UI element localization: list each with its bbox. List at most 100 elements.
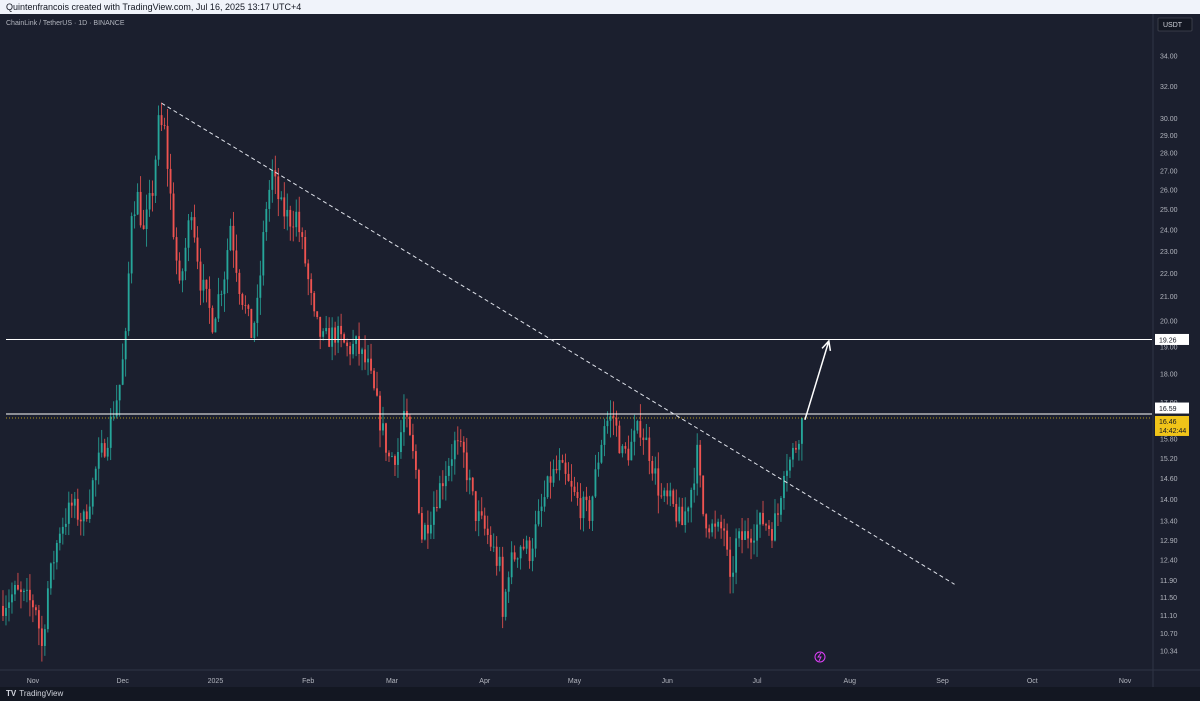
candle-body-up [226, 250, 229, 280]
candle-body-up [145, 209, 148, 230]
candle-body-down [729, 549, 732, 577]
candle-body-up [516, 558, 519, 560]
candle-body-up [46, 588, 49, 630]
candle-body-down [411, 434, 414, 452]
candle-body-down [298, 211, 301, 233]
candle-body-down [681, 506, 684, 526]
candle-body-up [453, 440, 456, 460]
candle-body-down [343, 334, 346, 343]
candle-body-down [639, 421, 642, 438]
candle-body-down [720, 521, 723, 529]
candle-body-up [534, 524, 537, 549]
y-tick-label: 11.10 [1160, 613, 1177, 620]
candle-body-down [777, 513, 779, 515]
chart-area[interactable]: 34.00 32.00 30.00 29.00 28.00 27.00 26.00 25.00… [0, 14, 1200, 687]
candle-body-down [474, 491, 477, 522]
support-price-badge: 16.59 [1159, 406, 1177, 413]
candle-body-down [328, 328, 331, 347]
candle-body-up [133, 214, 136, 217]
x-tick-label: Dec [116, 678, 129, 685]
candle-body-down [166, 125, 169, 169]
candle-body-down [576, 492, 579, 499]
candle-body-down [555, 468, 558, 471]
price-axis-panel [1153, 14, 1200, 687]
candle-body-down [660, 495, 663, 497]
candle-body-up [82, 511, 85, 522]
candle-body-down [178, 260, 181, 281]
x-tick-label: May [568, 678, 582, 685]
y-tick-label: 15.20 [1160, 456, 1178, 463]
candle-body-down [471, 477, 474, 492]
candle-body-down [480, 511, 483, 516]
candle-body-up [630, 441, 633, 461]
candle-body-up [154, 159, 157, 196]
candle-body-up [361, 349, 363, 354]
candle-body-up [429, 524, 432, 534]
candle-body-up [5, 607, 7, 616]
candle-body-up [322, 331, 325, 337]
candle-body-down [379, 395, 381, 431]
candle-body-up [543, 497, 546, 507]
candle-body-down [627, 448, 630, 461]
candle-body-down [175, 237, 178, 261]
candle-body-up [382, 423, 384, 431]
candle-body-up [717, 521, 720, 527]
candle-body-down [615, 417, 618, 426]
candle-body-up [118, 384, 121, 401]
y-tick-label: 14.00 [1160, 497, 1178, 504]
candle-body-down [420, 513, 423, 540]
candle-body-up [510, 552, 513, 578]
candle-body-up [127, 273, 130, 332]
creator-bar: Quintenfrancois created with TradingView… [0, 0, 1200, 14]
candle-body-up [744, 531, 746, 540]
candle-body-down [196, 237, 199, 262]
support-price-badge-bg [1155, 402, 1189, 414]
candle-body-down [771, 529, 773, 541]
candle-body-down [17, 584, 19, 590]
candle-body-down [31, 600, 34, 608]
candle-body-up [492, 546, 495, 548]
candle-body-down [376, 388, 378, 396]
candle-body-up [756, 524, 758, 541]
candle-body-down [385, 423, 387, 453]
resistance-price-badge-bg [1155, 333, 1189, 345]
tradingview-logo[interactable]: TV TradingView [6, 689, 63, 698]
candle-body-up [253, 322, 256, 338]
candle-body-down [301, 232, 304, 237]
x-tick-label: Jul [753, 678, 762, 685]
y-tick-label: 10.34 [1160, 648, 1178, 655]
y-tick-label: 14.60 [1160, 476, 1178, 483]
candle-body-up [157, 115, 160, 160]
candle-body-up [400, 432, 402, 453]
candle-body-up [477, 511, 480, 522]
candle-body-up [432, 506, 435, 525]
candle-body-up [552, 468, 555, 483]
y-tick-label: 19.00 [1160, 344, 1178, 351]
price-chart[interactable]: 34.00 32.00 30.00 29.00 28.00 27.00 26.00 25.00… [0, 14, 1200, 687]
projection-arrow-shaft [804, 340, 830, 421]
candle-body-down [741, 531, 743, 540]
x-tick-label: Mar [386, 678, 399, 685]
candle-body-up [100, 443, 103, 453]
candle-body-up [732, 572, 735, 577]
candle-body-up [774, 513, 776, 541]
candle-body-down [618, 425, 621, 454]
candle-body-up [106, 447, 109, 457]
candle-body-down [250, 308, 253, 338]
y-tick-label: 23.00 [1160, 249, 1178, 256]
candle-body-up [325, 328, 328, 332]
x-tick-label: Nov [1119, 678, 1132, 685]
candle-body-up [735, 538, 738, 573]
candle-body-up [256, 297, 259, 323]
candle-body-down [702, 475, 705, 515]
candle-body-up [783, 475, 785, 499]
candle-body-down [70, 502, 73, 506]
candle-body-up [423, 524, 426, 540]
candle-body-up [55, 542, 58, 563]
candle-body-down [364, 349, 366, 363]
candle-body-up [540, 506, 543, 512]
candle-body-up [220, 294, 223, 295]
candle-body-down [624, 446, 627, 449]
y-tick-label: 11.50 [1160, 595, 1177, 602]
candle-body-down [794, 447, 797, 450]
